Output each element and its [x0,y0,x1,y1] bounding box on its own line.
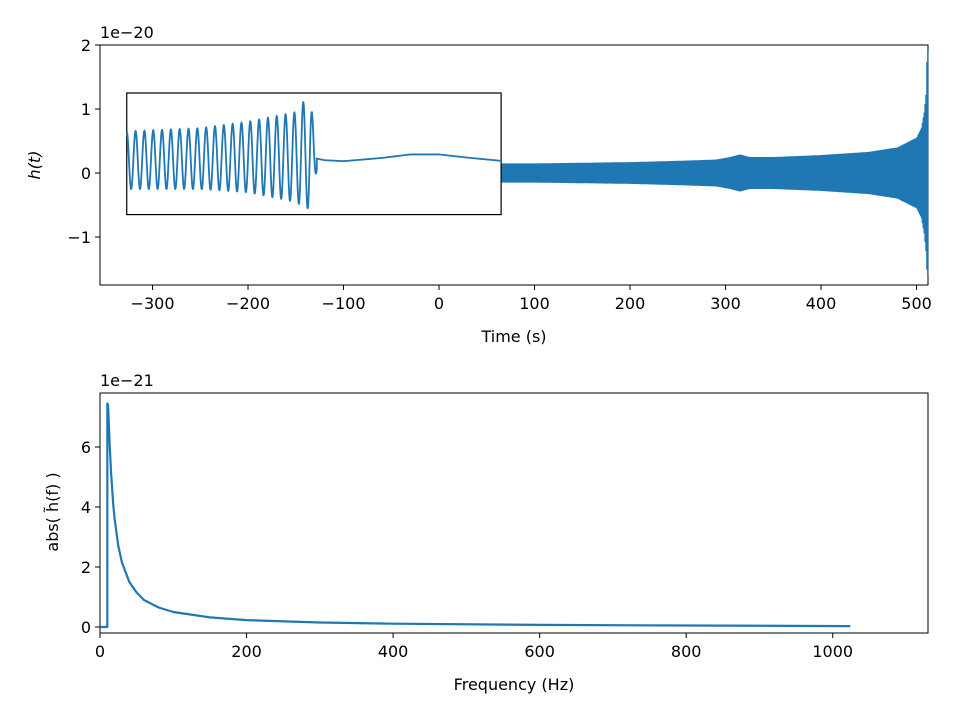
time-y-tick-label: −1 [67,228,91,247]
time-domain-axes: 1e−20 Time (s) h(t) −300 −200 −100 0 100 200 3… [25,23,932,346]
frequency-x-tick-label: 0 [95,642,105,661]
frequency-axis-ticks: 0 200 400 600 800 1000 0 2 4 6 [81,438,853,661]
time-y-tick-label: 1 [81,100,91,119]
time-series-line [500,51,929,276]
frequency-offset-label: 1e−21 [100,371,154,390]
time-x-axis-label: Time (s) [480,327,546,346]
time-y-tick-label: 0 [81,164,91,183]
frequency-x-tick-label: 200 [231,642,262,661]
frequency-axes-frame [99,392,929,634]
time-x-tick-label: 500 [901,294,932,313]
frequency-y-axis-label: abs( h̃(f) ) [43,472,62,551]
frequency-y-tick-label: 2 [81,558,91,577]
time-x-tick-label: 0 [434,294,444,313]
time-x-tick-label: −100 [322,294,366,313]
time-offset-label: 1e−20 [100,23,154,42]
time-x-tick-label: 200 [615,294,646,313]
time-x-tick-label: 400 [806,294,837,313]
frequency-y-tick-label: 4 [81,498,91,517]
time-y-axis-label: h(t) [25,151,44,180]
frequency-domain-axes: 1e−21 Frequency (Hz) abs( h̃(f) ) 0 200 40… [43,371,929,694]
time-x-tick-label: 300 [710,294,741,313]
time-x-tick-label: −200 [226,294,270,313]
inset-series-line [126,101,502,210]
frequency-x-tick-label: 400 [378,642,409,661]
frequency-x-axis-label: Frequency (Hz) [454,675,575,694]
frequency-series-area [100,402,851,629]
time-x-tick-label: 100 [519,294,550,313]
frequency-x-tick-label: 600 [524,642,555,661]
time-series-area [500,51,929,276]
inset-panel [126,92,502,216]
frequency-x-tick-label: 1000 [812,642,853,661]
time-x-tick-label: −300 [131,294,175,313]
frequency-x-tick-label: 800 [671,642,702,661]
frequency-y-tick-label: 0 [81,618,91,637]
time-y-tick-label: 2 [81,36,91,55]
frequency-y-tick-label: 6 [81,438,91,457]
frequency-series-line [100,402,851,629]
time-axis-ticks: −300 −200 −100 0 100 200 300 400 500 −1 0 1 2 [67,36,931,313]
